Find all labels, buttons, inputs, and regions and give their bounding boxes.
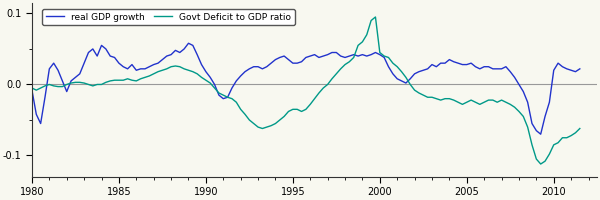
real GDP growth <box>546 101 553 103</box>
Govt Deficit to GDP ratio <box>576 127 583 130</box>
Govt Deficit to GDP ratio <box>28 87 35 89</box>
real GDP growth <box>185 42 192 44</box>
Line: real GDP growth: real GDP growth <box>32 43 580 134</box>
Govt Deficit to GDP ratio <box>494 101 501 103</box>
Govt Deficit to GDP ratio <box>55 85 62 88</box>
Govt Deficit to GDP ratio <box>380 55 388 57</box>
Govt Deficit to GDP ratio <box>355 44 362 47</box>
Govt Deficit to GDP ratio <box>346 61 353 63</box>
Govt Deficit to GDP ratio <box>546 153 553 155</box>
real GDP growth <box>55 69 62 71</box>
real GDP growth <box>576 68 583 70</box>
Govt Deficit to GDP ratio <box>537 163 544 165</box>
real GDP growth <box>494 68 501 70</box>
real GDP growth <box>380 56 388 59</box>
Legend: real GDP growth, Govt Deficit to GDP ratio: real GDP growth, Govt Deficit to GDP rat… <box>42 9 295 25</box>
real GDP growth <box>537 133 544 135</box>
real GDP growth <box>359 53 366 56</box>
real GDP growth <box>28 89 35 91</box>
Govt Deficit to GDP ratio <box>372 16 379 18</box>
Line: Govt Deficit to GDP ratio: Govt Deficit to GDP ratio <box>32 17 580 164</box>
real GDP growth <box>350 53 358 56</box>
